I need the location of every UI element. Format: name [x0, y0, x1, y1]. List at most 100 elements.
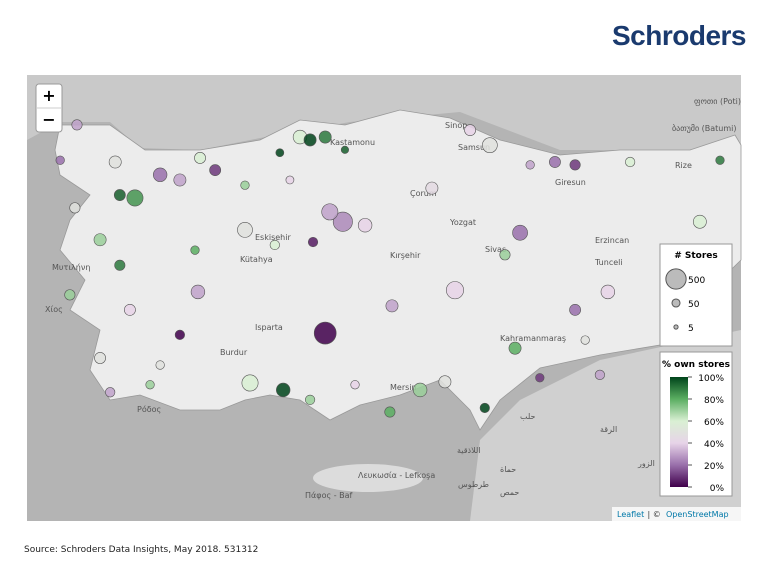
store-bubble	[209, 164, 222, 177]
place-label: Burdur	[220, 348, 248, 357]
place-label: Çorum	[410, 189, 437, 198]
place-label: Sinop	[445, 121, 467, 130]
size-legend-circle	[671, 298, 681, 308]
place-label: اللاذقية	[457, 446, 481, 455]
store-bubble	[114, 259, 126, 271]
store-bubble	[594, 369, 605, 380]
color-tick-label: 80%	[704, 396, 724, 406]
place-label: ფოთი (Poti)	[694, 97, 741, 106]
store-bubble	[438, 375, 452, 389]
store-bubble	[525, 160, 535, 170]
store-bubble	[69, 202, 81, 214]
map: Sinop Samsun Kastamonu Çorum Yozgat Sivas Erzi…	[27, 75, 742, 521]
store-bubble	[269, 239, 280, 251]
place-label: Χίος	[45, 305, 63, 314]
place-label: حلب	[520, 412, 536, 421]
place-label: طرطوس	[458, 480, 489, 489]
store-bubble	[384, 406, 396, 418]
store-bubble	[303, 133, 317, 147]
place-label: Eskişehir	[255, 233, 291, 242]
place-label: حمص	[500, 488, 519, 497]
place-label: Rize	[675, 161, 692, 170]
store-bubble	[173, 173, 187, 187]
color-ramp	[670, 377, 688, 487]
place-label: الزور	[637, 459, 655, 468]
place-label: Kastamonu	[330, 138, 375, 147]
store-bubble	[412, 382, 428, 398]
place-label: Kırşehir	[390, 251, 421, 260]
store-bubble	[625, 156, 636, 168]
store-bubble	[55, 155, 65, 165]
store-bubble	[715, 155, 725, 165]
store-bubble	[108, 155, 122, 169]
store-bubble	[305, 394, 316, 405]
attribution-leaflet[interactable]: Leaflet	[617, 510, 644, 519]
store-bubble	[241, 374, 259, 392]
store-bubble	[313, 321, 337, 345]
store-bubble	[569, 159, 581, 171]
store-bubble	[549, 156, 561, 168]
store-bubble	[318, 130, 332, 144]
store-bubble	[464, 124, 476, 136]
store-bubble	[237, 222, 253, 238]
store-bubble	[190, 245, 200, 255]
attribution-box	[612, 507, 741, 521]
store-bubble	[569, 304, 581, 316]
zoom-out[interactable]: −	[42, 110, 55, 129]
store-bubble	[190, 284, 206, 300]
place-label: Erzincan	[595, 236, 629, 245]
store-bubble	[152, 167, 168, 182]
place-label: حماة	[500, 465, 516, 474]
size-legend-title: # Stores	[674, 251, 718, 261]
size-legend-circle	[665, 268, 687, 290]
place-label: Tunceli	[594, 258, 623, 267]
color-tick-label: 40%	[704, 440, 724, 450]
store-bubble	[126, 189, 144, 207]
store-bubble	[93, 233, 107, 247]
size-legend-circle	[673, 324, 679, 330]
place-label: Samsun	[458, 143, 490, 152]
store-bubble	[64, 289, 76, 301]
store-bubble	[113, 189, 126, 201]
store-bubble	[692, 214, 707, 229]
store-bubble	[194, 152, 206, 164]
source-note: Source: Schroders Data Insights, May 201…	[24, 545, 259, 555]
place-label: Πάφος - Baf	[305, 491, 353, 500]
store-bubble	[105, 387, 116, 398]
store-bubble	[535, 373, 545, 383]
place-label: Kütahya	[240, 255, 273, 264]
zoom-in[interactable]: +	[42, 86, 55, 105]
store-bubble	[285, 175, 295, 185]
place-label: Yozgat	[449, 218, 476, 227]
color-tick-label: 20%	[704, 462, 724, 472]
zoom-control[interactable]: + −	[35, 83, 63, 133]
store-bubble	[145, 380, 155, 390]
store-bubble	[174, 329, 185, 340]
place-label: Isparta	[255, 323, 283, 332]
store-bubble	[445, 281, 464, 300]
store-bubble	[385, 299, 399, 313]
color-tick-label: 60%	[704, 418, 724, 428]
turkey-land	[54, 109, 742, 431]
attribution-sep: | ©	[645, 510, 663, 519]
size-legend-box	[659, 243, 733, 347]
store-bubble	[321, 203, 339, 221]
store-bubble	[124, 304, 136, 316]
store-bubble	[512, 224, 528, 241]
color-legend-title: % own stores	[662, 360, 730, 370]
place-label: Sivas	[485, 245, 506, 254]
store-bubble	[600, 284, 616, 300]
place-label: Λευκωσία - Lefkoşa	[358, 471, 435, 480]
cyprus	[313, 464, 423, 492]
attribution-osm[interactable]: OpenStreetMap	[666, 510, 729, 519]
store-bubble	[332, 211, 353, 232]
color-tick-label: 100%	[698, 374, 724, 384]
place-label: Μυτιλήνη	[52, 263, 90, 272]
color-tick-label: 0%	[710, 484, 725, 494]
store-bubble	[508, 341, 522, 355]
store-bubble	[499, 249, 511, 261]
store-bubble	[482, 137, 498, 154]
store-bubble	[357, 218, 373, 233]
size-legend-label: 50	[688, 300, 700, 310]
